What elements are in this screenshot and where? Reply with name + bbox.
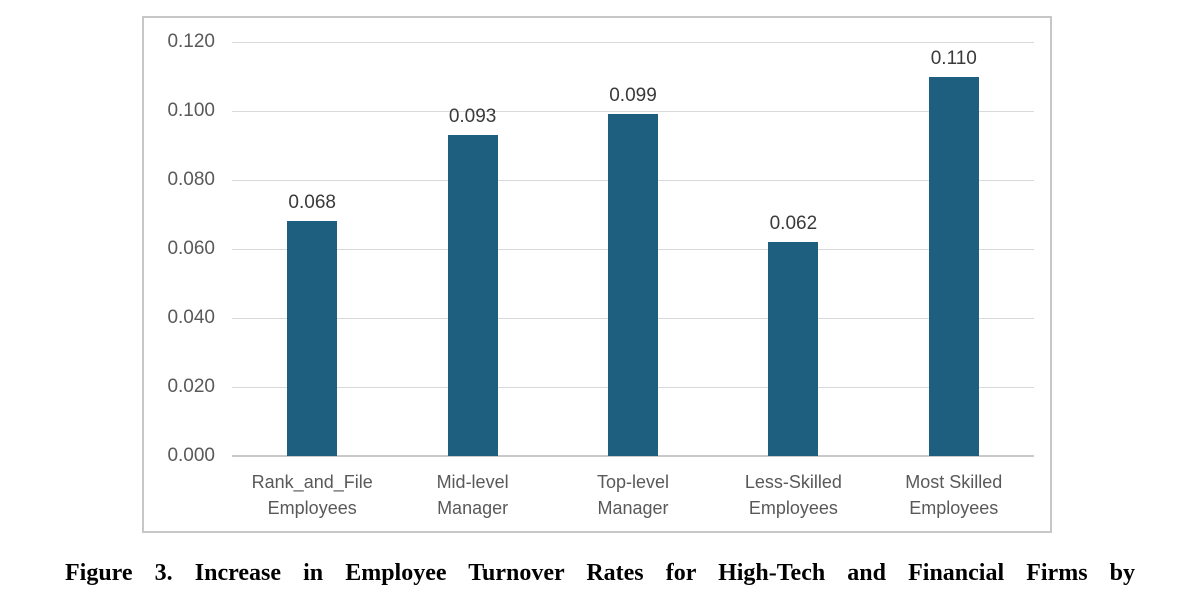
bar-1 <box>287 221 338 456</box>
bar-value-label: 0.110 <box>930 47 977 69</box>
y-axis-tick-label: 0.120 <box>167 31 215 52</box>
y-axis-tick-label: 0.060 <box>167 238 215 259</box>
x-axis-line <box>232 455 1034 457</box>
plot-area: Rank_and_File Employees Mid-level Manager… <box>167 31 1034 518</box>
x-axis-category-label: Mid-level Manager <box>436 472 509 518</box>
y-axis-tick-label: 0.020 <box>167 376 215 397</box>
bar-4 <box>768 242 819 456</box>
y-axis-tick-label: 0.000 <box>167 445 215 466</box>
y-axis-tick-label: 0.100 <box>167 100 215 121</box>
bar-5 <box>928 76 979 456</box>
x-axis-category-label: Less-Skilled Employees <box>744 472 842 518</box>
bar-value-label: 0.068 <box>288 192 336 214</box>
bar-value-label: 0.093 <box>448 106 497 128</box>
x-axis-category-label: Most Skilled Employees <box>905 472 1003 518</box>
x-axis-labels: Rank_and_File Employees Mid-level Manager… <box>232 469 1034 529</box>
y-axis-tick-label: 0.080 <box>167 169 215 190</box>
x-axis-category-label: Top-level Manager <box>596 472 670 518</box>
gridline <box>232 110 1034 112</box>
bar-2 <box>447 135 498 456</box>
chart-frame: Rank_and_File Employees Mid-level Manager… <box>142 16 1052 533</box>
bar-value-label: 0.099 <box>609 85 657 107</box>
bar-value-label: 0.062 <box>769 213 818 235</box>
figure-caption: Figure 3. Increase in Employee Turnover … <box>65 560 1135 586</box>
bar-3 <box>608 114 658 456</box>
x-axis-category-label: Rank_and_File Employees <box>251 472 373 518</box>
y-axis-tick-label: 0.040 <box>167 307 215 328</box>
gridline <box>232 41 1034 43</box>
